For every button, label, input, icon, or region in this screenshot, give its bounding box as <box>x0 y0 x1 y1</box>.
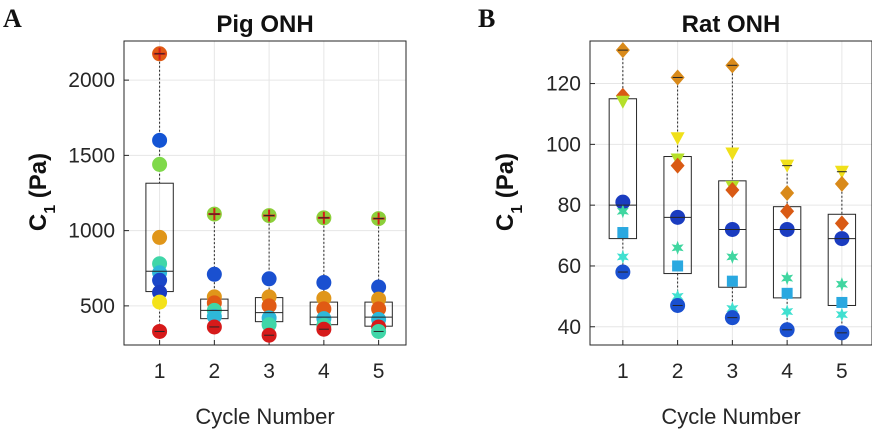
data-point <box>781 271 794 286</box>
box-iqr <box>718 180 747 288</box>
data-point <box>152 272 168 288</box>
data-point <box>261 271 277 287</box>
y-tick-label: 100 <box>546 133 581 156</box>
x-tick-label: 5 <box>373 360 385 383</box>
data-point <box>261 317 277 333</box>
panel-b-xlabel: Cycle Number <box>661 404 800 429</box>
y-tick-label: 500 <box>80 295 115 318</box>
data-point <box>835 277 848 292</box>
panel-a-xlabel: Cycle Number <box>195 404 334 429</box>
data-point <box>835 307 848 322</box>
panel-a-ylabel: C1 (Pa) <box>25 153 59 231</box>
data-point <box>671 240 684 255</box>
data-point <box>781 304 794 319</box>
panel-a: A Pig ONH C1 (Pa) Cycle Number 1 2 3 4 55001… <box>3 4 407 429</box>
data-point <box>615 95 630 109</box>
data-point <box>616 249 629 264</box>
axes-frame <box>589 40 872 346</box>
y-tick-label: 2000 <box>68 69 115 92</box>
panel-b-plot-area: 1 2 3 4 5 40 60 80 100 120 <box>546 40 872 383</box>
data-point <box>834 175 849 192</box>
data-point <box>316 275 332 291</box>
y-tick-label: 80 <box>558 194 581 217</box>
panel-b: B Rat ONH C1 (Pa) Cycle Number 1 2 3 4 5 40 60… <box>478 4 872 429</box>
data-point <box>152 156 168 172</box>
x-tick-label: 4 <box>318 360 330 383</box>
data-point <box>670 132 685 146</box>
x-tick-label: 4 <box>781 360 793 383</box>
axes-frame <box>123 40 407 346</box>
data-point <box>152 229 168 245</box>
data-point <box>726 249 739 264</box>
y-tick-label: 1000 <box>68 220 115 243</box>
data-point <box>152 132 168 148</box>
panel-a-title: Pig ONH <box>216 11 313 38</box>
data-point <box>617 227 629 239</box>
data-point <box>725 181 740 198</box>
x-tick-label: 5 <box>836 360 848 383</box>
data-point <box>316 290 332 306</box>
x-tick-label: 3 <box>727 360 739 383</box>
y-tick-label: 120 <box>546 73 581 96</box>
data-point <box>371 279 387 295</box>
data-point <box>152 294 168 310</box>
data-point <box>781 287 793 299</box>
data-point <box>206 308 222 324</box>
data-point <box>261 298 277 314</box>
x-tick-label: 1 <box>617 360 629 383</box>
y-tick-label: 1500 <box>68 144 115 167</box>
data-point <box>206 266 222 282</box>
data-point <box>672 260 684 272</box>
data-point <box>616 204 629 219</box>
data-point <box>836 296 848 308</box>
data-point <box>726 275 738 287</box>
panel-b-ylabel: C1 (Pa) <box>492 153 526 231</box>
panel-a-plot-area: 1 2 3 4 5 500 1000 1500 2000 <box>68 40 407 383</box>
data-point <box>780 185 795 201</box>
data-point <box>725 147 740 161</box>
data-point <box>670 157 685 174</box>
data-point <box>780 203 795 220</box>
panel-b-letter: B <box>478 4 495 33</box>
data-point <box>615 194 631 210</box>
y-tick-label: 60 <box>558 255 581 278</box>
data-point <box>834 215 849 232</box>
x-tick-label: 3 <box>263 360 275 383</box>
data-point <box>726 301 739 316</box>
y-tick-label: 40 <box>558 316 581 339</box>
x-tick-label: 2 <box>209 360 221 383</box>
x-tick-label: 2 <box>672 360 684 383</box>
data-point <box>371 301 387 317</box>
data-point <box>671 289 684 304</box>
x-tick-label: 1 <box>154 360 166 383</box>
panel-a-letter: A <box>3 4 22 33</box>
panel-b-title: Rat ONH <box>682 11 781 38</box>
